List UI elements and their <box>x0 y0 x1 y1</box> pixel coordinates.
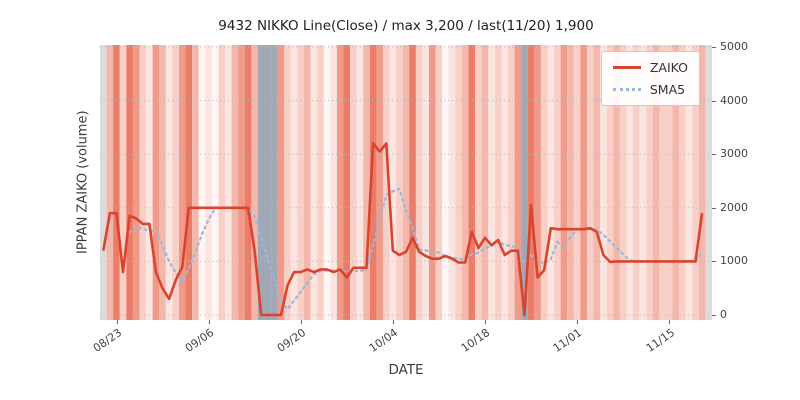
legend-item-zaiko: ZAIKO <box>612 60 688 75</box>
legend-label-zaiko: ZAIKO <box>649 60 688 75</box>
y-tick-label: 3000 <box>720 147 748 161</box>
x-tick-mark <box>116 320 118 324</box>
y-tick-label: 2000 <box>720 200 748 214</box>
x-tick-label: 09/06 <box>182 326 217 355</box>
y-tick-label: 0 <box>720 308 727 321</box>
y-tick-mark <box>712 154 716 156</box>
y-tick-label: 1000 <box>720 254 748 268</box>
x-tick-label: 11/01 <box>551 326 585 355</box>
chart-canvas <box>100 45 712 320</box>
zaiko-line-sample <box>612 66 641 69</box>
x-tick-label: 10/18 <box>459 326 493 355</box>
x-tick-label: 08/23 <box>90 326 124 355</box>
y-tick-mark <box>712 315 716 316</box>
y-tick-mark <box>712 47 716 48</box>
x-tick-label: 09/20 <box>274 326 309 355</box>
x-axis-label: DATE <box>388 362 424 378</box>
y-tick-mark <box>712 207 716 209</box>
legend-item-sma5: SMA5 <box>612 82 688 97</box>
x-tick-mark <box>669 320 671 324</box>
legend: ZAIKO SMA5 <box>600 51 700 106</box>
y-tick-mark <box>712 261 716 263</box>
y-tick-mark <box>712 100 716 102</box>
y-tick-label: 4000 <box>720 93 748 107</box>
x-tick-mark <box>392 320 394 324</box>
legend-label-sma5: SMA5 <box>649 82 686 97</box>
x-tick-mark <box>208 320 210 324</box>
x-tick-mark <box>577 320 579 324</box>
y-tick-label: 5000 <box>720 40 748 53</box>
x-tick-mark <box>485 320 486 324</box>
chart-title: 9432 NIKKO Line(Close) / max 3,200 / las… <box>218 18 594 34</box>
sma5-line-sample <box>612 88 641 91</box>
plot-area: ZAIKO SMA5 <box>100 45 712 320</box>
x-tick-label: 11/15 <box>643 326 677 355</box>
y-axis-label: IPPAN ZAIKO (volume) <box>75 110 91 255</box>
x-tick-label: 10/04 <box>366 326 401 355</box>
x-tick-mark <box>300 320 302 324</box>
